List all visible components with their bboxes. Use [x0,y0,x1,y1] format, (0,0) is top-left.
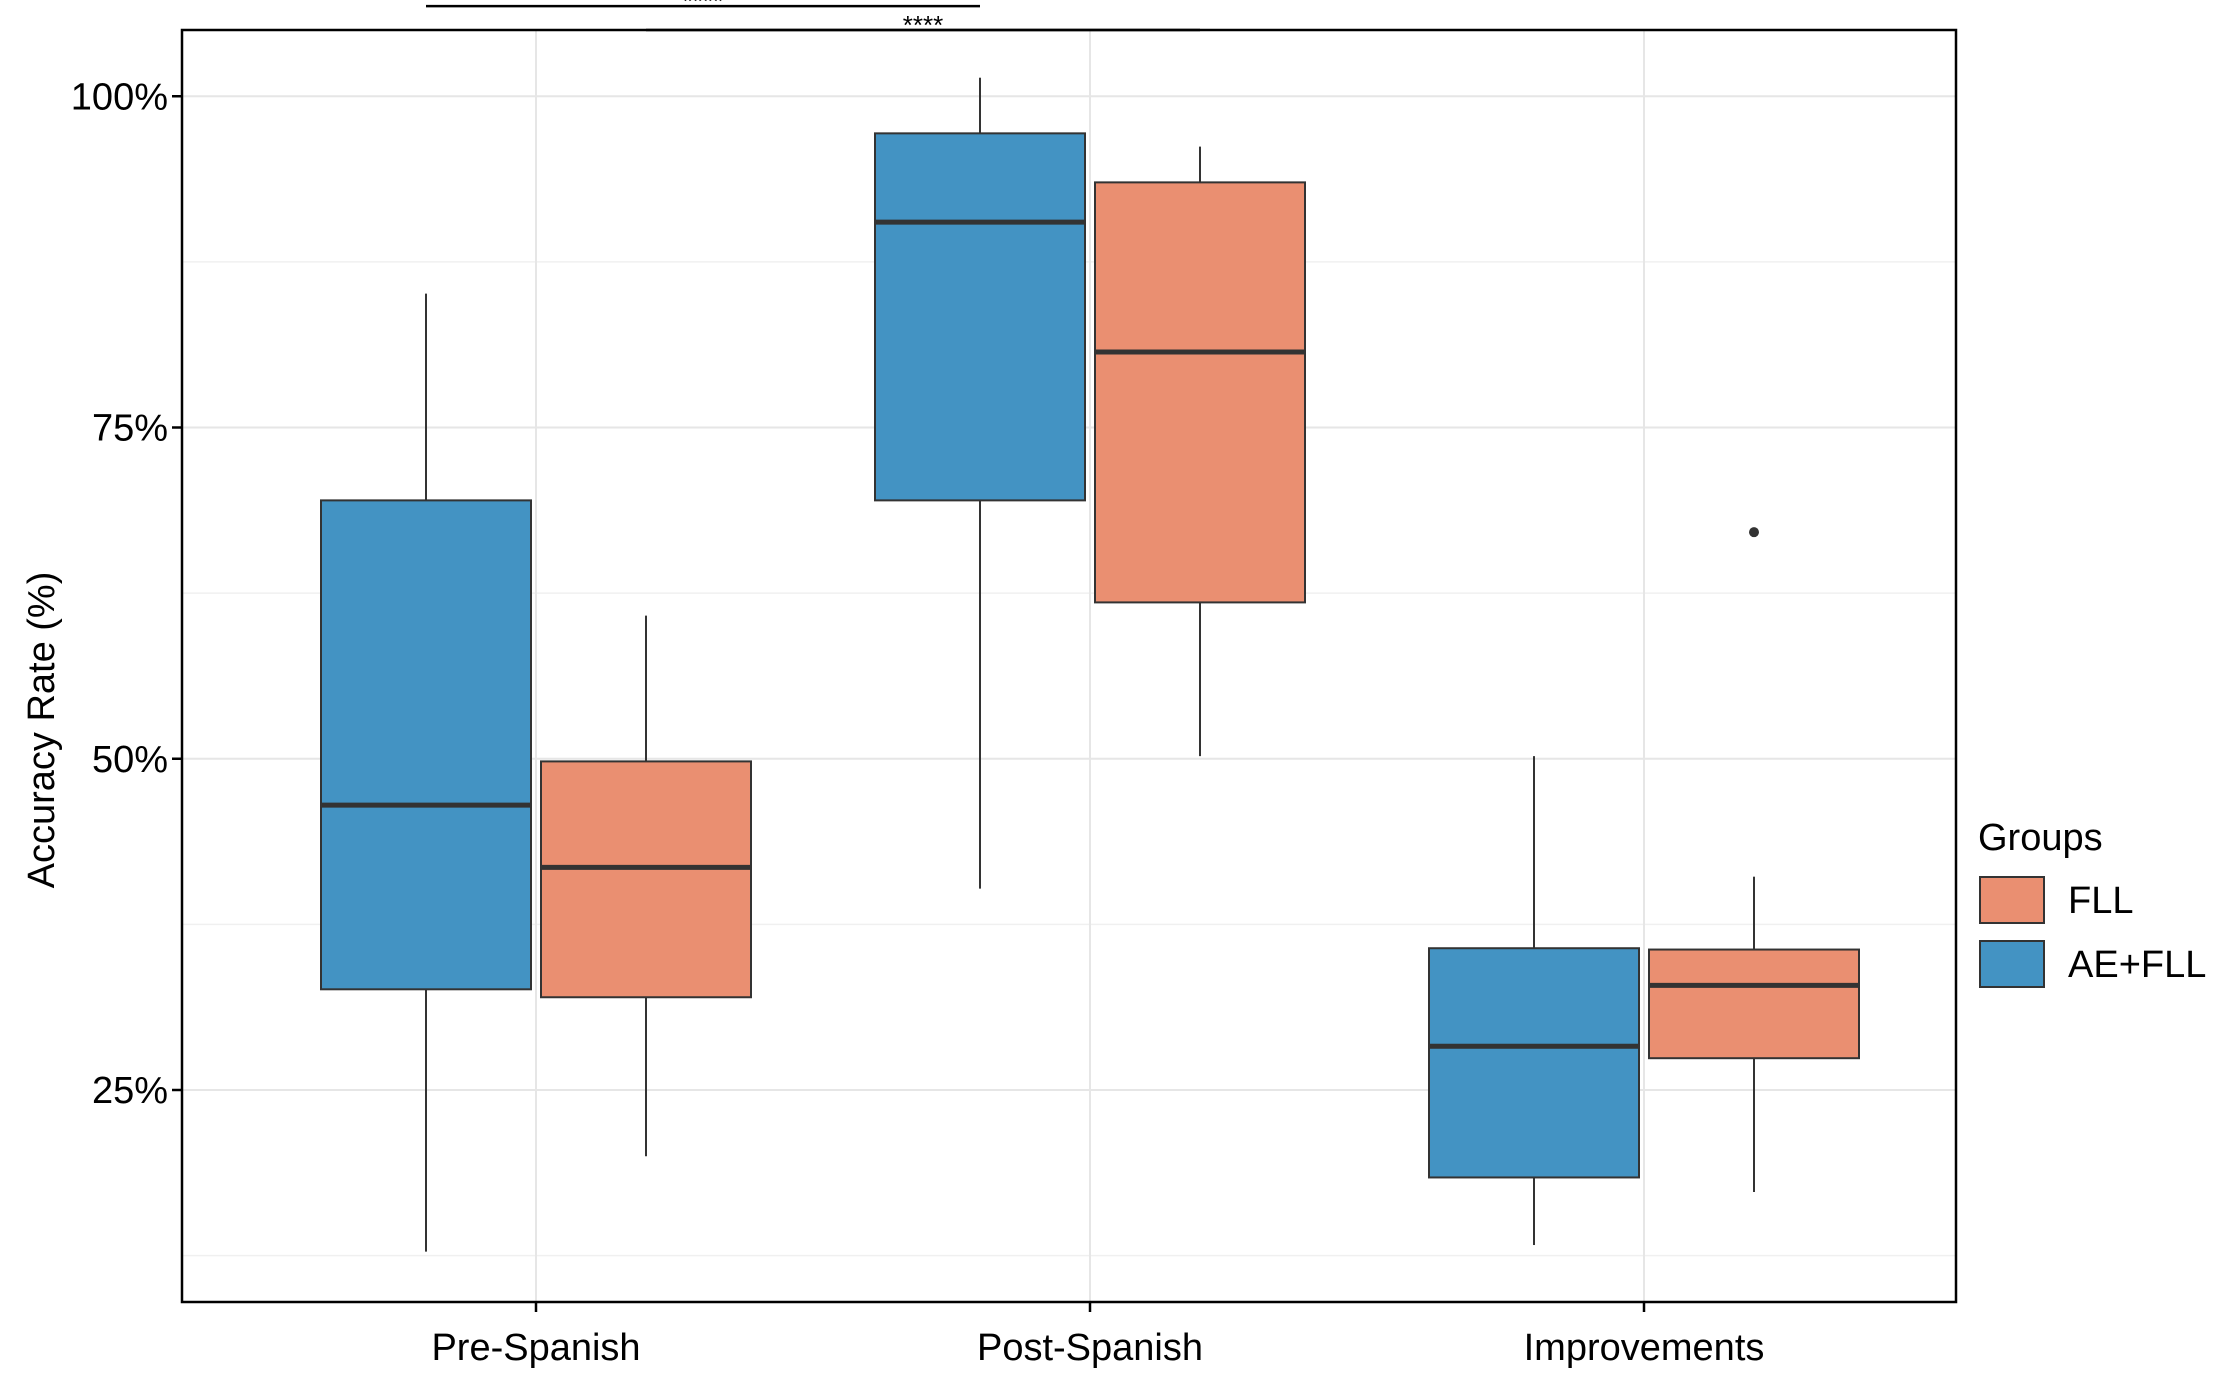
outlier-point [1749,527,1759,538]
legend-label: FLL [2068,880,2133,922]
y-axis: 25% 50% 75% 100% [71,76,182,1112]
box-iqr [320,499,532,991]
box-iqr [1094,181,1306,604]
y-tick-label: 25% [92,1070,168,1112]
legend: Groups FLL AE+FLL [1978,817,2206,988]
box-iqr [540,760,752,999]
x-tick-label: Pre-Spanish [431,1327,640,1369]
plot-border [180,28,1958,1304]
box-series [320,77,1860,1252]
significance-label: **** [903,10,943,40]
box-iqr [874,132,1086,502]
legend-title: Groups [1978,817,2103,859]
box-iqr [1428,947,1640,1179]
x-tick-label: Post-Spanish [977,1327,1203,1369]
box-ae-fll-pre-spanish [320,293,532,1252]
legend-label: AE+FLL [2068,944,2206,986]
box-ae-fll-post-spanish [874,77,1086,889]
y-tick-label: 100% [71,76,168,118]
legend-key [1979,940,2045,988]
box-fll-pre-spanish [540,615,752,1157]
box-ae-fll-improvements [1428,756,1640,1246]
box-iqr [1648,948,1860,1060]
box-fll-post-spanish [1094,146,1306,757]
significance-label: **** [683,0,723,16]
y-axis-title: Accuracy Rate (%) [21,572,63,889]
y-tick-label: 75% [92,408,168,450]
box-fll-improvements [1648,527,1860,1193]
x-tick-label: Improvements [1524,1327,1765,1369]
y-tick-label: 50% [92,739,168,781]
x-axis: Pre-Spanish Post-Spanish Improvements [431,1302,1764,1369]
legend-key [1979,876,2045,924]
